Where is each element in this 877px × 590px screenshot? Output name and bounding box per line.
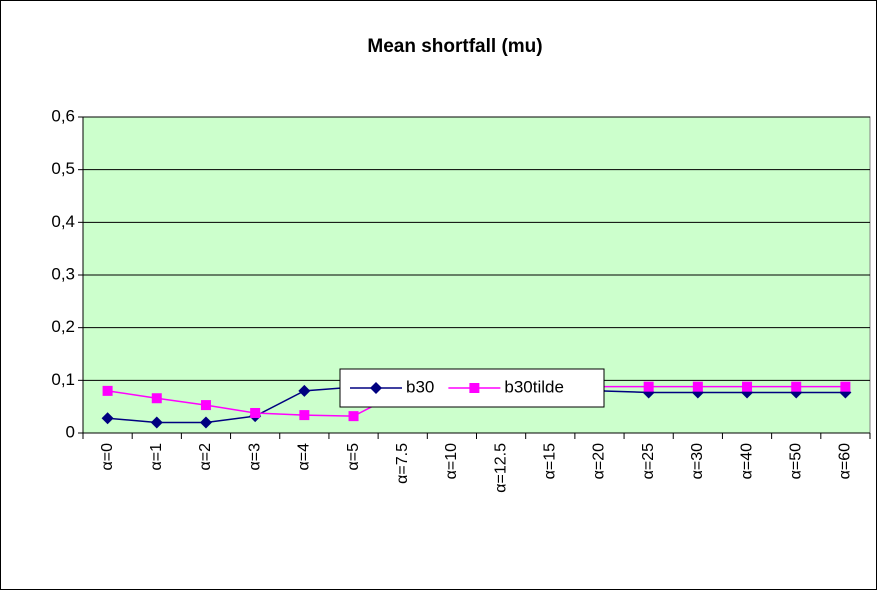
x-tick-label: α=12.5 — [492, 443, 509, 493]
y-tick-label: 0 — [66, 422, 75, 441]
chart-title: Mean shortfall (mu) — [367, 36, 542, 57]
x-tick-label: α=15 — [542, 443, 559, 479]
y-tick-label: 0,4 — [51, 212, 75, 231]
x-tick-label: α=1 — [148, 443, 165, 471]
data-point — [299, 410, 310, 421]
data-point — [298, 384, 311, 397]
data-point — [742, 381, 753, 392]
data-point — [102, 385, 113, 396]
data-point — [791, 381, 802, 392]
data-point — [150, 416, 163, 429]
x-tick-label: α=30 — [689, 443, 706, 479]
y-tick-label: 0,6 — [51, 106, 75, 125]
y-tick-label: 0,5 — [51, 159, 75, 178]
data-point — [151, 393, 162, 404]
x-tick-label: α=40 — [738, 443, 755, 479]
x-tick-label: α=5 — [345, 443, 362, 471]
x-tick-label: α=10 — [443, 443, 460, 479]
legend-marker — [469, 383, 480, 393]
data-point — [643, 381, 654, 392]
y-tick-label: 0,1 — [51, 370, 75, 389]
y-tick-label: 0,2 — [51, 317, 75, 336]
legend-label: b30tilde — [504, 377, 564, 396]
data-point — [348, 411, 359, 422]
data-point — [200, 400, 211, 411]
legend-marker — [370, 382, 382, 394]
data-point — [101, 412, 114, 425]
x-tick-label: α=4 — [296, 443, 313, 471]
data-point — [840, 381, 851, 392]
data-point — [692, 381, 703, 392]
data-point — [199, 416, 212, 429]
x-tick-label: α=0 — [99, 443, 116, 471]
data-point — [250, 407, 261, 418]
x-tick-label: α=2 — [197, 443, 214, 471]
x-tick-label: α=7.5 — [394, 443, 411, 484]
x-tick-label: α=60 — [837, 443, 854, 479]
y-tick-label: 0,3 — [51, 264, 75, 283]
x-tick-label: α=25 — [640, 443, 657, 479]
legend-label: b30 — [406, 377, 434, 396]
x-tick-label: α=50 — [787, 443, 804, 479]
x-tick-label: α=20 — [591, 443, 608, 479]
x-tick-label: α=3 — [246, 443, 263, 471]
